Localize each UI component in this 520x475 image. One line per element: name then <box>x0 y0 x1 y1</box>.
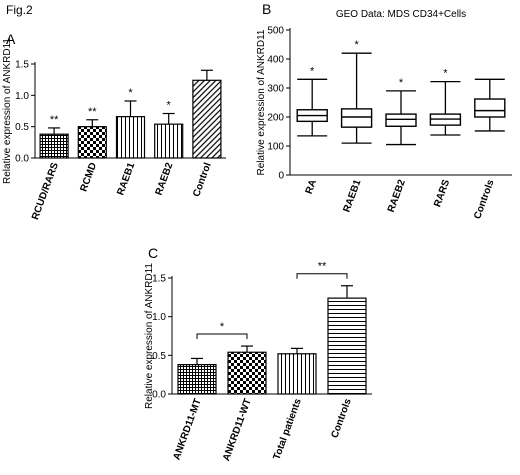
panel-b-title: GEO Data: MDS CD34+Cells <box>336 9 466 20</box>
panel-b-x-tick-label: RAEB2 <box>386 178 408 214</box>
panel-b-letter: B <box>262 1 271 17</box>
panel-a-bar <box>115 116 146 159</box>
panel-a-letter: A <box>6 31 16 47</box>
panel-b-x-tick-label: RA <box>304 178 319 195</box>
figure-label: Fig.2 <box>6 3 33 17</box>
panel-b-box <box>340 108 373 128</box>
panel-c-comparison-label: * <box>220 321 225 333</box>
panel-a-y-tick-label: 1.5 <box>15 60 29 71</box>
panel-b-significance-label: * <box>354 39 359 51</box>
panel-c-bar <box>227 351 267 395</box>
panel-a-bar <box>77 126 107 159</box>
panel-c-comparison-label: ** <box>318 261 327 273</box>
panel-a-significance-label: * <box>167 100 172 112</box>
panel-a-x-tick-label: RCMD <box>79 161 100 193</box>
panel-c-x-tick-label: Total patients <box>272 397 304 462</box>
panel-b-x-tick-label: RAEB1 <box>341 178 363 214</box>
panel-c-bar <box>277 353 317 395</box>
panel-a-x-tick-label: RCUD/RARS <box>30 161 61 221</box>
panel-a-y-tick-label: 0.0 <box>15 154 29 165</box>
panel-c-y-tick-label: 1.0 <box>152 312 166 323</box>
panel-b-y-tick-label: 300 <box>267 84 284 95</box>
panel-c-x-tick-label: Controls <box>329 397 354 440</box>
panel-a-significance-label: ** <box>88 106 97 118</box>
panel-a-y-tick-label: 1.0 <box>15 91 29 102</box>
panel-b-significance-label: * <box>310 65 315 77</box>
panel-b-y-tick-label: 100 <box>267 142 284 153</box>
panel-c-x-tick-label: ANKRD11-WT <box>221 397 254 462</box>
panel-b-significance-label: * <box>443 68 448 80</box>
panel-a-bar <box>154 123 184 159</box>
panel-b-x-tick-label: Controls <box>472 178 497 221</box>
panel-c-bar <box>177 364 217 395</box>
panel-b-y-tick-label: 400 <box>267 55 284 66</box>
panel-c-y-tick-label: 0.0 <box>152 390 166 401</box>
panel-a-y-tick-label: 0.5 <box>15 122 29 133</box>
panel-a-x-tick-label: RAEB1 <box>115 161 137 197</box>
panel-c-comparison-bracket <box>196 333 248 340</box>
panel-b-y-tick-label: 500 <box>267 26 284 37</box>
panel-a-significance-label: * <box>128 87 133 99</box>
panel-b-y-axis-label: Relative expression of ANKRD11 <box>256 29 267 175</box>
panel-b-significance-label: * <box>399 77 404 89</box>
panel-c-comparison-bracket <box>296 273 348 279</box>
panel-a-y-axis-label: Relative expression of ANKRD11 <box>2 38 13 184</box>
panel-a-x-tick-label: Control <box>191 161 214 198</box>
panel-a-x-tick-label: RAEB2 <box>154 161 176 197</box>
panel-a-bar <box>39 133 69 159</box>
panel-c-y-tick-label: 1.5 <box>152 274 166 285</box>
panel-c-bar <box>327 297 367 395</box>
panel-c-y-tick-label: 0.5 <box>152 351 166 362</box>
panel-b-x-tick-label: RARS <box>432 178 452 209</box>
panel-c-x-tick-label: ANKRD11-MT <box>171 397 203 461</box>
panel-b-box <box>474 98 506 118</box>
panel-b-y-tick-label: 0 <box>278 171 284 182</box>
panel-c-letter: C <box>148 245 158 261</box>
panel-b-y-tick-label: 200 <box>267 113 284 124</box>
panel-b-box <box>385 113 417 127</box>
panel-a-significance-label: ** <box>50 114 59 126</box>
panel-a-bar <box>192 79 222 159</box>
panel-c-y-axis-label: Relative expression of ANKRD11 <box>144 263 155 409</box>
